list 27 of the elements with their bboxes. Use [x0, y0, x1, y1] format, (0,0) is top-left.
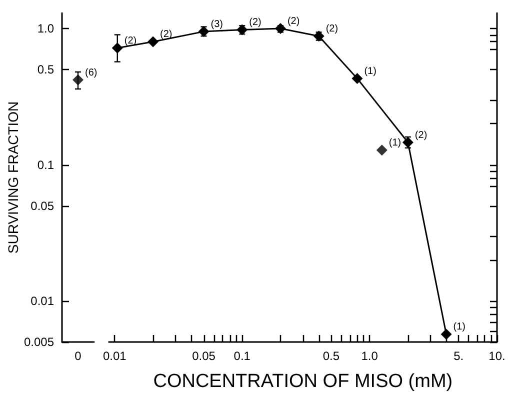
y-tick-label: 1.0: [37, 22, 54, 36]
annotation: (1): [453, 322, 466, 333]
y-tick-label: 0.005: [24, 335, 54, 349]
x-tick-label: 10.: [488, 349, 506, 363]
annotation: (1): [364, 66, 376, 77]
x-tick-label: 1.0: [361, 349, 378, 363]
y-tick-label: 0.05: [30, 198, 54, 213]
annotation: (6): [85, 67, 98, 78]
annotation: (2): [160, 29, 172, 40]
x-tick-label: 5.: [454, 349, 464, 363]
x-axis-title: CONCENTRATION OF MISO (mM): [153, 371, 453, 392]
annotation: (3): [210, 19, 223, 30]
annotation: (2): [124, 35, 137, 46]
x-tick-label: 0.05: [192, 349, 216, 363]
annotation: (1): [388, 138, 402, 149]
y-tick-label: 0.1: [37, 158, 54, 172]
x-tick-label: 0.01: [103, 349, 127, 363]
annotation: (2): [249, 17, 262, 28]
x-tick-label: 0.5: [322, 349, 340, 363]
annotation: (2): [287, 16, 300, 28]
x-tick-label: 0: [74, 349, 82, 363]
y-tick-label: 0.01: [30, 294, 54, 308]
y-tick-label: 0.5: [37, 62, 54, 77]
annotation: (2): [414, 130, 428, 141]
annotation: (2): [326, 24, 338, 35]
y-axis-title: SURVIVING FRACTION: [5, 101, 22, 254]
x-tick-label: 0.1: [234, 349, 251, 363]
